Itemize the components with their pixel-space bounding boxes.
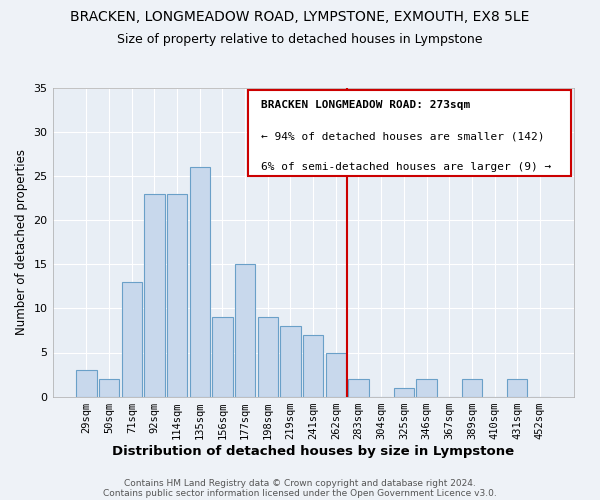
Bar bbox=[461, 379, 482, 396]
Bar bbox=[76, 370, 97, 396]
Text: Size of property relative to detached houses in Lympstone: Size of property relative to detached ho… bbox=[117, 32, 483, 46]
FancyBboxPatch shape bbox=[248, 90, 571, 176]
Bar bbox=[394, 388, 414, 396]
Bar bbox=[280, 326, 301, 396]
Text: ← 94% of detached houses are smaller (142): ← 94% of detached houses are smaller (14… bbox=[261, 131, 545, 141]
Bar bbox=[99, 379, 119, 396]
Bar bbox=[257, 317, 278, 396]
X-axis label: Distribution of detached houses by size in Lympstone: Distribution of detached houses by size … bbox=[112, 444, 514, 458]
Y-axis label: Number of detached properties: Number of detached properties bbox=[15, 150, 28, 336]
Text: Contains public sector information licensed under the Open Government Licence v3: Contains public sector information licen… bbox=[103, 488, 497, 498]
Bar bbox=[167, 194, 187, 396]
Bar bbox=[348, 379, 368, 396]
Bar bbox=[122, 282, 142, 397]
Bar bbox=[416, 379, 437, 396]
Text: BRACKEN LONGMEADOW ROAD: 273sqm: BRACKEN LONGMEADOW ROAD: 273sqm bbox=[261, 100, 470, 110]
Bar bbox=[507, 379, 527, 396]
Bar bbox=[144, 194, 164, 396]
Bar bbox=[235, 264, 256, 396]
Bar bbox=[212, 317, 233, 396]
Bar bbox=[326, 352, 346, 397]
Text: 6% of semi-detached houses are larger (9) →: 6% of semi-detached houses are larger (9… bbox=[261, 162, 551, 172]
Bar bbox=[190, 168, 210, 396]
Text: Contains HM Land Registry data © Crown copyright and database right 2024.: Contains HM Land Registry data © Crown c… bbox=[124, 478, 476, 488]
Text: BRACKEN, LONGMEADOW ROAD, LYMPSTONE, EXMOUTH, EX8 5LE: BRACKEN, LONGMEADOW ROAD, LYMPSTONE, EXM… bbox=[70, 10, 530, 24]
Bar bbox=[303, 335, 323, 396]
